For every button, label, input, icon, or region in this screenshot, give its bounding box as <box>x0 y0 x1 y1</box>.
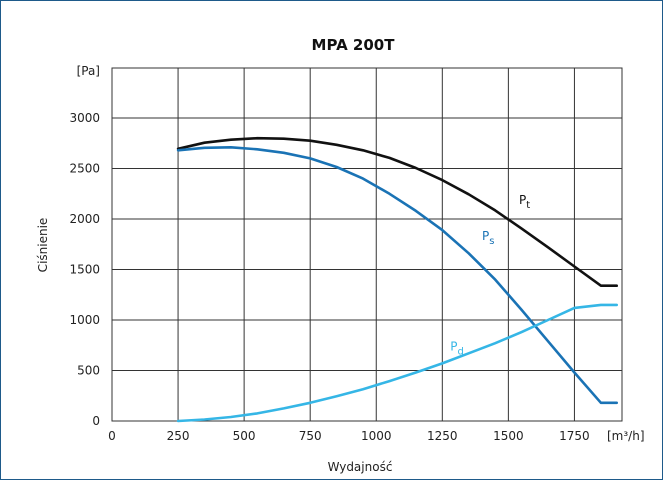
series-labels: Pt Ps Pd <box>450 193 530 357</box>
series-line-ps <box>176 146 619 405</box>
series-line-pt <box>176 136 619 288</box>
y-tick-label: 500 <box>77 364 100 378</box>
x-tick-label: 0 <box>108 429 116 443</box>
y-axis-title: Ciśnienie <box>36 218 50 273</box>
x-axis-title: Wydajność <box>328 460 393 474</box>
y-tick-label: 2000 <box>69 212 100 226</box>
series-lines <box>176 136 619 423</box>
series-label-pd: Pd <box>450 339 464 357</box>
x-tick-label: 750 <box>299 429 322 443</box>
y-tick-label: 2500 <box>69 162 100 176</box>
grid <box>111 67 623 422</box>
series-label-ps: Ps <box>482 229 494 247</box>
x-tick-label: 1750 <box>559 429 590 443</box>
x-tick-label: 1000 <box>361 429 392 443</box>
y-tick-label: 1000 <box>69 313 100 327</box>
series-line-pd <box>176 303 619 423</box>
x-tick-label: 1500 <box>493 429 524 443</box>
chart-title: MPA 200T <box>312 36 396 54</box>
y-axis-unit: [Pa] <box>77 64 100 78</box>
x-tick-label: 1250 <box>427 429 458 443</box>
plot-area-border <box>111 67 623 422</box>
x-tick-label: 500 <box>233 429 256 443</box>
tick-labels: 0 250 500 750 1000 1250 1500 1750 0 500 1000 1500 20… <box>69 111 589 443</box>
x-tick-label: 250 <box>167 429 190 443</box>
y-tick-label: 3000 <box>69 111 100 125</box>
y-tick-label: 0 <box>92 414 100 428</box>
x-axis-unit: [m³/h] <box>607 429 645 443</box>
y-tick-label: 1500 <box>69 263 100 277</box>
series-label-pt: Pt <box>519 193 530 211</box>
